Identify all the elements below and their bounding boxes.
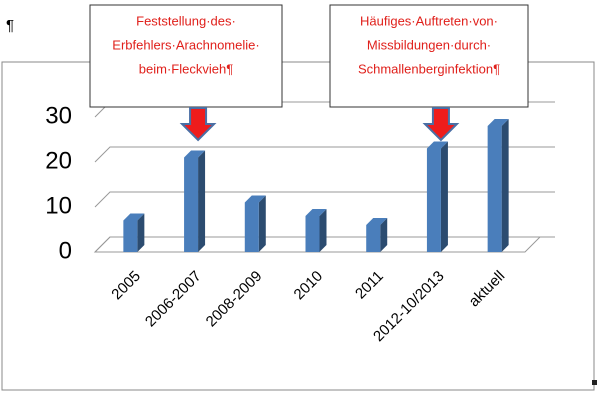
- bar: [184, 157, 199, 252]
- annotation-box: [329, 4, 529, 108]
- bar-side: [319, 209, 327, 252]
- bar-top: [305, 209, 327, 216]
- bar: [487, 126, 502, 252]
- bar: [426, 148, 441, 252]
- bar-top: [366, 218, 388, 225]
- bar: [305, 216, 320, 252]
- annotation-arrow: [179, 107, 217, 142]
- paragraph-mark: ¶: [6, 17, 14, 34]
- bar-side: [440, 141, 448, 252]
- bar-side: [501, 119, 509, 252]
- y-tick-label: 10: [45, 192, 72, 219]
- annotation-text: Missbildungen·durch·: [367, 37, 491, 52]
- bar: [244, 202, 259, 252]
- annotation-text: beim·Fleckvieh¶: [139, 61, 233, 76]
- bar-top: [426, 141, 448, 149]
- format-mark: [592, 380, 597, 385]
- annotation-box: [89, 4, 283, 108]
- bar-side: [137, 213, 145, 252]
- annotation-arrow: [422, 107, 460, 142]
- y-tick-label: 0: [59, 237, 72, 264]
- bar-side: [198, 150, 206, 252]
- bar-top: [123, 213, 145, 221]
- annotation-text: Feststellung·des·: [136, 13, 236, 28]
- bar-top: [487, 119, 509, 126]
- bar-side: [380, 218, 388, 252]
- y-tick-label: 20: [45, 147, 72, 174]
- annotation-text: Erbfehlers·Arachnomelie·: [112, 37, 259, 52]
- bar: [366, 225, 381, 252]
- bar: [123, 220, 138, 252]
- grid-line: [94, 146, 555, 163]
- grid-line: [94, 236, 555, 253]
- bar-side: [258, 195, 266, 252]
- annotation-text: Schmallenberginfektion¶: [358, 61, 500, 76]
- bar-top: [184, 150, 206, 158]
- grid-line: [94, 191, 555, 208]
- y-tick-label: 30: [45, 102, 72, 129]
- annotation-text: Häufiges·Auftreten·von·: [360, 13, 498, 28]
- bar-top: [244, 195, 266, 203]
